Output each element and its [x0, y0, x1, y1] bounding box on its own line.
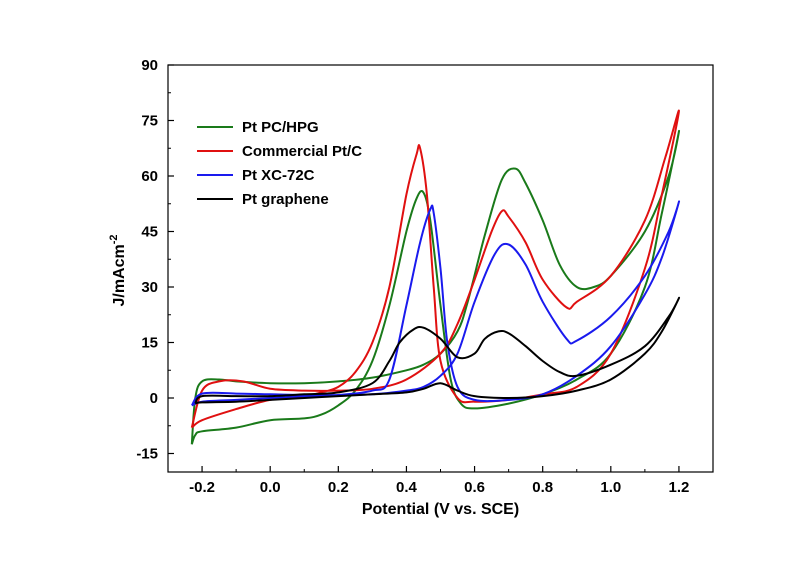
- x-tick-label: 0.8: [532, 479, 553, 496]
- x-tick-label: -0.2: [189, 479, 215, 496]
- x-tick-label: 1.0: [600, 479, 621, 496]
- series-line-pt-xc-72c: [190, 200, 681, 407]
- y-axis-ticks: -15 0 15 30 45 60 75 90: [136, 57, 174, 463]
- x-tick-label: 1.2: [669, 479, 690, 496]
- series-line-commercial-pt-c: [190, 109, 680, 429]
- legend-label-pt-xc-72c: Pt XC-72C: [242, 167, 315, 184]
- y-axis-title: J/mAcm-2: [108, 234, 128, 306]
- y-axis-title-main: J/mAcm: [111, 244, 128, 306]
- x-tick-label: 0.4: [396, 479, 418, 496]
- series-line-pt-graphene: [194, 296, 681, 405]
- series-line-pt-pc-hpg: [190, 130, 681, 445]
- y-tick-label: 30: [141, 279, 158, 296]
- y-tick-label: 0: [150, 390, 158, 407]
- x-axis-title: Potential (V vs. SCE): [362, 501, 519, 518]
- legend-label-pt-pc-hpg: Pt PC/HPG: [242, 119, 319, 136]
- y-tick-label: 75: [141, 113, 158, 130]
- y-tick-label: 60: [141, 168, 158, 185]
- series-layer: [190, 109, 681, 445]
- y-tick-label: 45: [141, 224, 158, 241]
- y-axis-title-superscript: -2: [108, 234, 120, 244]
- legend-label-commercial-pt-c: Commercial Pt/C: [242, 143, 362, 160]
- x-tick-label: 0.0: [260, 479, 281, 496]
- y-tick-label: -15: [136, 446, 158, 463]
- x-tick-label: 0.6: [464, 479, 485, 496]
- legend-label-pt-graphene: Pt graphene: [242, 191, 329, 208]
- y-tick-label: 90: [141, 57, 158, 74]
- legend: Pt PC/HPG Commercial Pt/C Pt XC-72C Pt grap…: [197, 119, 362, 208]
- x-axis-ticks: -0.2 0.0 0.2 0.4 0.6 0.8 1.0 1.2: [189, 466, 689, 496]
- y-tick-label: 15: [141, 335, 158, 352]
- x-tick-label: 0.2: [328, 479, 349, 496]
